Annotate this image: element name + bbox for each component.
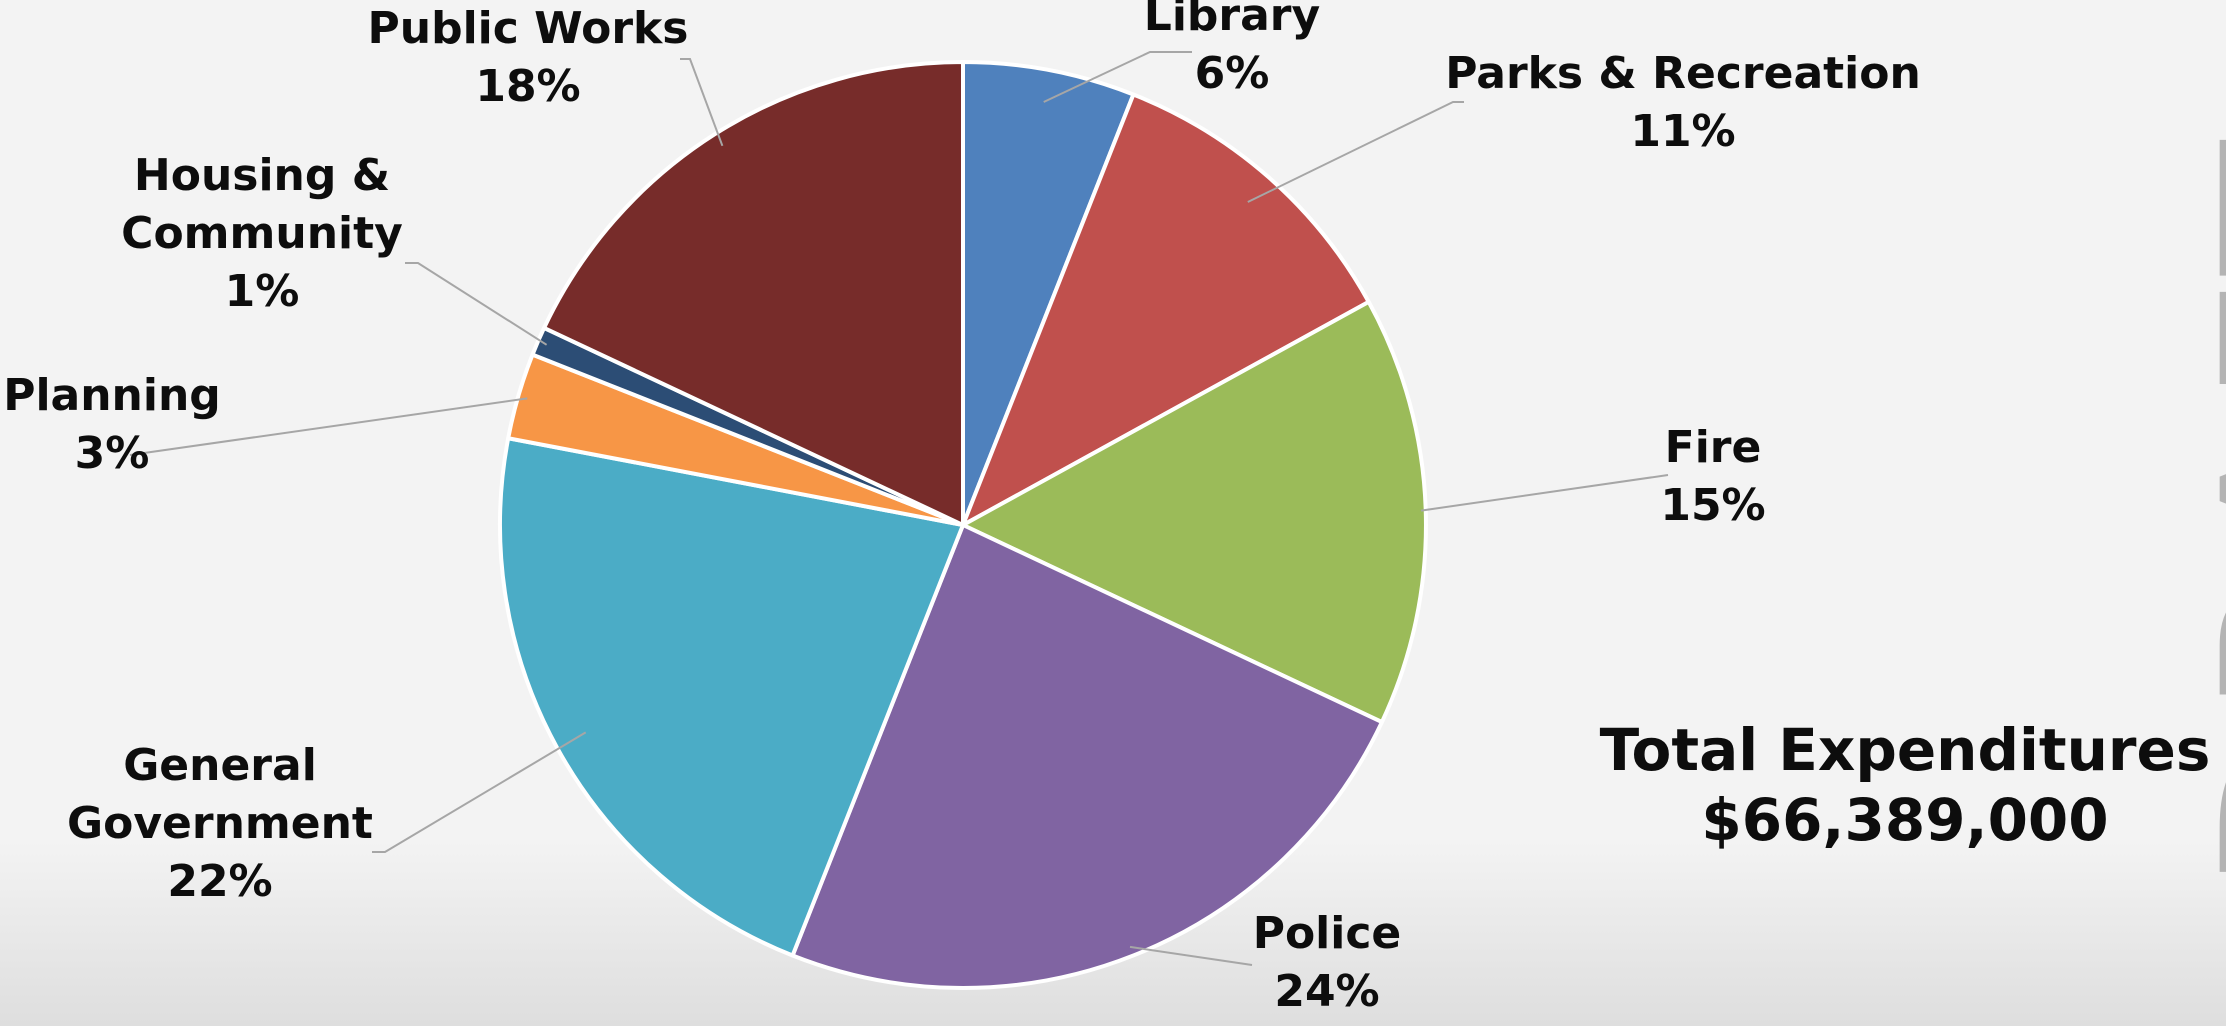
leader-line-police [1129, 945, 1253, 966]
slice-percent-library: 6% [1195, 48, 1270, 99]
pie-slice-parks-and-recreation [961, 92, 1371, 527]
slice-labels: Library 6% Parks & Recreation 11% Fire 15% Pol… [3, 0, 1921, 1017]
slice-label-planning: Planning 3% [3, 370, 221, 479]
slice-name-library: Library [1144, 0, 1320, 41]
slice-name-fire: Fire [1665, 422, 1762, 473]
slice-percent-housing-and-community: 1% [225, 266, 300, 317]
slice-name-parks-and-recreation: Parks & Recreation [1445, 48, 1921, 99]
pie-slice-police [790, 523, 1384, 990]
pie-slice-library [961, 60, 1136, 527]
slice-label-library: Library 6% [1144, 0, 1320, 99]
total-expenditures-amount: $66,389,000 [1701, 786, 2108, 854]
pie-slices [497, 60, 1428, 990]
slice-name-housing-and-community: Housing & [134, 150, 390, 201]
slice-percent-police: 24% [1274, 966, 1379, 1017]
slice-name-planning: Planning [3, 370, 221, 421]
leader-line-library [1043, 51, 1192, 103]
leader-line-parks-and-recreation [1247, 101, 1464, 203]
pie-slice-general-government [497, 436, 965, 958]
slice-percent-fire: 15% [1660, 480, 1765, 531]
slice-label-public-works: Public Works 18% [368, 3, 689, 112]
leader-line-planning [129, 397, 528, 456]
slice-label-police: Police 24% [1253, 908, 1402, 1017]
slice-name-public-works: Public Works [368, 3, 689, 54]
leader-line-fire [1420, 474, 1669, 512]
slice-name-housing-and-community: Community [121, 208, 403, 259]
leader-lines [129, 51, 1669, 966]
slice-name-police: Police [1253, 908, 1402, 959]
slice-label-fire: Fire 15% [1660, 422, 1765, 531]
pie-slice-public-works [542, 60, 965, 527]
total-expenditures-label: Total Expenditures [1600, 716, 2211, 784]
slice-label-parks-and-recreation: Parks & Recreation 11% [1445, 48, 1921, 157]
draft-watermark: DRAFT [2176, 133, 2226, 894]
slice-percent-general-government: 22% [167, 856, 272, 907]
slice-name-general-government: General [123, 740, 317, 791]
leader-line-public-works [680, 58, 724, 147]
slice-percent-public-works: 18% [475, 61, 580, 112]
slice-label-housing-and-community: Housing & Community 1% [121, 150, 403, 317]
leader-line-housing-and-community [405, 262, 548, 346]
slice-name-general-government: Government [67, 798, 373, 849]
leader-line-general-government [372, 731, 587, 853]
slice-percent-parks-and-recreation: 11% [1630, 106, 1735, 157]
slice-label-general-government: General Government 22% [67, 740, 373, 907]
slice-percent-planning: 3% [75, 428, 150, 479]
